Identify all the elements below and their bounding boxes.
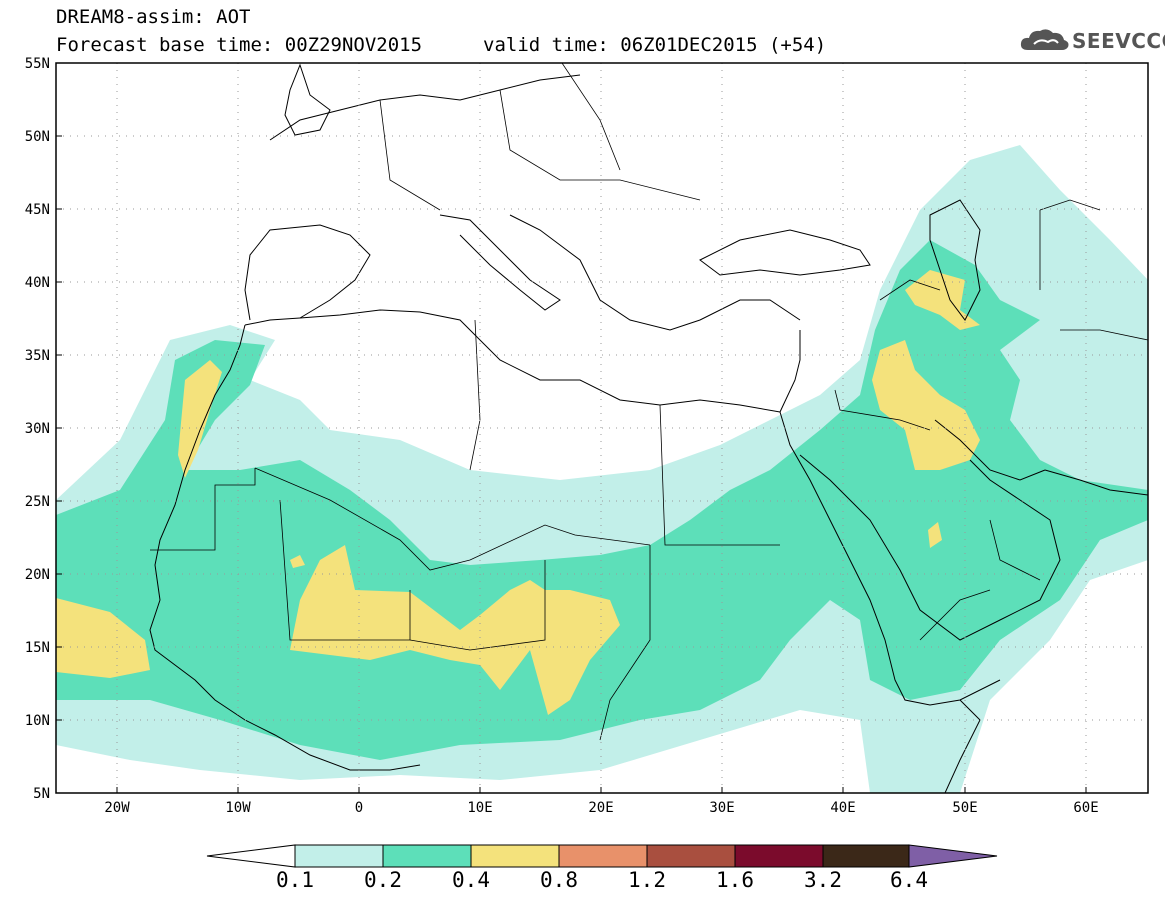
coast-balkans	[509, 214, 801, 331]
map-title: DREAM8-assim: AOT	[56, 6, 251, 28]
colorbar-label: 0.1	[276, 868, 314, 892]
colorbar-bin	[294, 844, 384, 868]
lat-label: 30N	[25, 421, 50, 437]
colorbar-bin	[646, 844, 736, 868]
graticule	[56, 63, 1148, 793]
coast-horn	[944, 699, 981, 793]
lat-label: 45N	[25, 202, 50, 218]
logo-text: SEEVCCC	[1072, 29, 1165, 53]
aot-level-0.4-nigeria	[290, 555, 305, 568]
coastlines	[149, 63, 1148, 793]
seevccc-logo: SEEVCCC	[1018, 26, 1165, 54]
lat-label: 10N	[25, 713, 50, 729]
lat-label: 55N	[25, 56, 50, 72]
lon-label: 20E	[588, 800, 613, 816]
axis-ticks	[56, 135, 1087, 793]
coast-levant	[779, 330, 801, 413]
colorbar-bin	[558, 844, 648, 868]
coast-red-sea	[779, 411, 1001, 706]
lat-label: 35N	[25, 348, 50, 364]
colorbar-bin	[734, 844, 824, 868]
colorbar-bin	[382, 844, 472, 868]
lat-label: 20N	[25, 567, 50, 583]
forecast-base-time: Forecast base time: 00Z29NOV2015	[56, 34, 423, 56]
aot-level-0.4-morocco	[178, 360, 222, 478]
colorbar	[206, 844, 998, 868]
colorbar-label: 0.8	[540, 868, 578, 892]
lon-label: 60E	[1073, 800, 1098, 816]
colorbar-label: 1.2	[628, 868, 666, 892]
lon-label: 50E	[952, 800, 977, 816]
aot-level-0.4-iraq	[872, 340, 980, 470]
colorbar-bin	[470, 844, 560, 868]
lon-label: 0	[355, 800, 363, 816]
lon-label: 10E	[467, 800, 492, 816]
coast-caspian	[929, 199, 981, 321]
borders	[150, 63, 1148, 741]
lat-label: 50N	[25, 129, 50, 145]
lat-labels: 55N 50N 45N 40N 35N 30N 25N 20N 15N 10N …	[25, 56, 50, 802]
coast-west-africa	[149, 324, 421, 771]
colorbar-under-triangle	[206, 844, 296, 868]
coast-black-sea	[699, 229, 871, 276]
lat-label: 40N	[25, 275, 50, 291]
colorbar-bin	[822, 844, 910, 868]
colorbar-label: 0.2	[364, 868, 402, 892]
aot-level-0.4-arabia	[928, 522, 942, 548]
aot-level-0.4-sahel	[290, 545, 620, 715]
colorbar-label: 3.2	[804, 868, 842, 892]
lat-label: 25N	[25, 494, 50, 510]
coast-mediterranean-africa	[244, 309, 781, 413]
coast-italy	[439, 214, 561, 311]
lon-label: 30E	[709, 800, 734, 816]
coast-iran	[1044, 469, 1148, 496]
coast-uk	[284, 63, 331, 136]
colorbar-label: 0.4	[452, 868, 490, 892]
aot-field	[56, 145, 1148, 793]
colorbar-label: 1.6	[716, 868, 754, 892]
lon-labels: 20W 10W 0 10E 20E 30E 40E 50E 60E	[104, 800, 1098, 816]
coast-persian-gulf	[934, 419, 1046, 481]
coast-europe-north	[269, 74, 581, 141]
aot-level-0.4-west	[56, 598, 150, 678]
lon-label: 20W	[104, 800, 130, 816]
colorbar-labels: 0.1 0.2 0.4 0.8 1.2 1.6 3.2 6.4	[0, 868, 1165, 898]
coast-arabia	[799, 454, 1061, 641]
lat-label: 15N	[25, 640, 50, 656]
valid-time: valid time: 06Z01DEC2015 (+54)	[483, 34, 827, 56]
colorbar-label: 6.4	[890, 868, 928, 892]
coast-iberia	[244, 224, 371, 321]
lat-label: 5N	[33, 786, 50, 802]
colorbar-over-triangle	[908, 844, 998, 868]
lon-label: 40E	[830, 800, 855, 816]
cloud-icon	[1020, 29, 1069, 50]
lon-label: 10W	[225, 800, 251, 816]
